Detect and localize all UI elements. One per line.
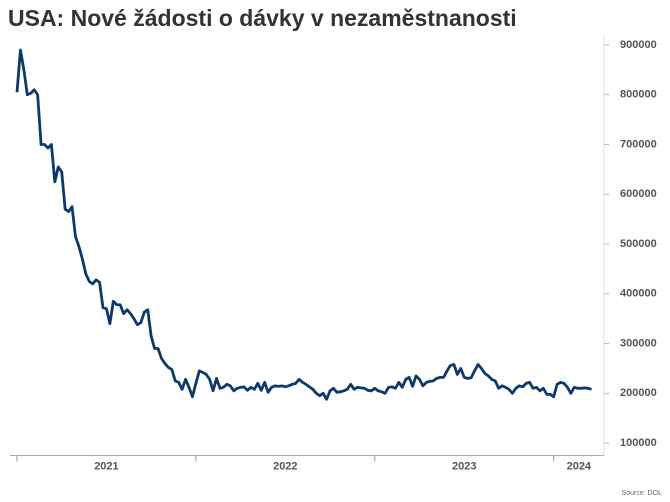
y-tick-label: 100000 (620, 437, 657, 449)
y-tick-label: 700000 (620, 138, 657, 150)
x-tick-label: 2024 (567, 460, 592, 472)
y-tick-label: 300000 (620, 337, 657, 349)
source-note: Source: DOL (622, 490, 663, 497)
x-tick-label: 2021 (94, 460, 118, 472)
y-tick-label: 800000 (620, 89, 657, 101)
chart-title: USA: Nové žádosti o dávky v nezaměstnano… (8, 5, 517, 31)
x-tick-label: 2022 (273, 460, 297, 472)
data-line (15, 48, 592, 401)
x-tick-label: 2023 (452, 460, 476, 472)
y-tick-label: 600000 (620, 188, 657, 200)
y-tick-label: 200000 (620, 387, 657, 399)
y-tick-label: 500000 (620, 238, 657, 250)
y-tick-label: 900000 (620, 39, 657, 51)
y-tick-label: 400000 (620, 288, 657, 300)
